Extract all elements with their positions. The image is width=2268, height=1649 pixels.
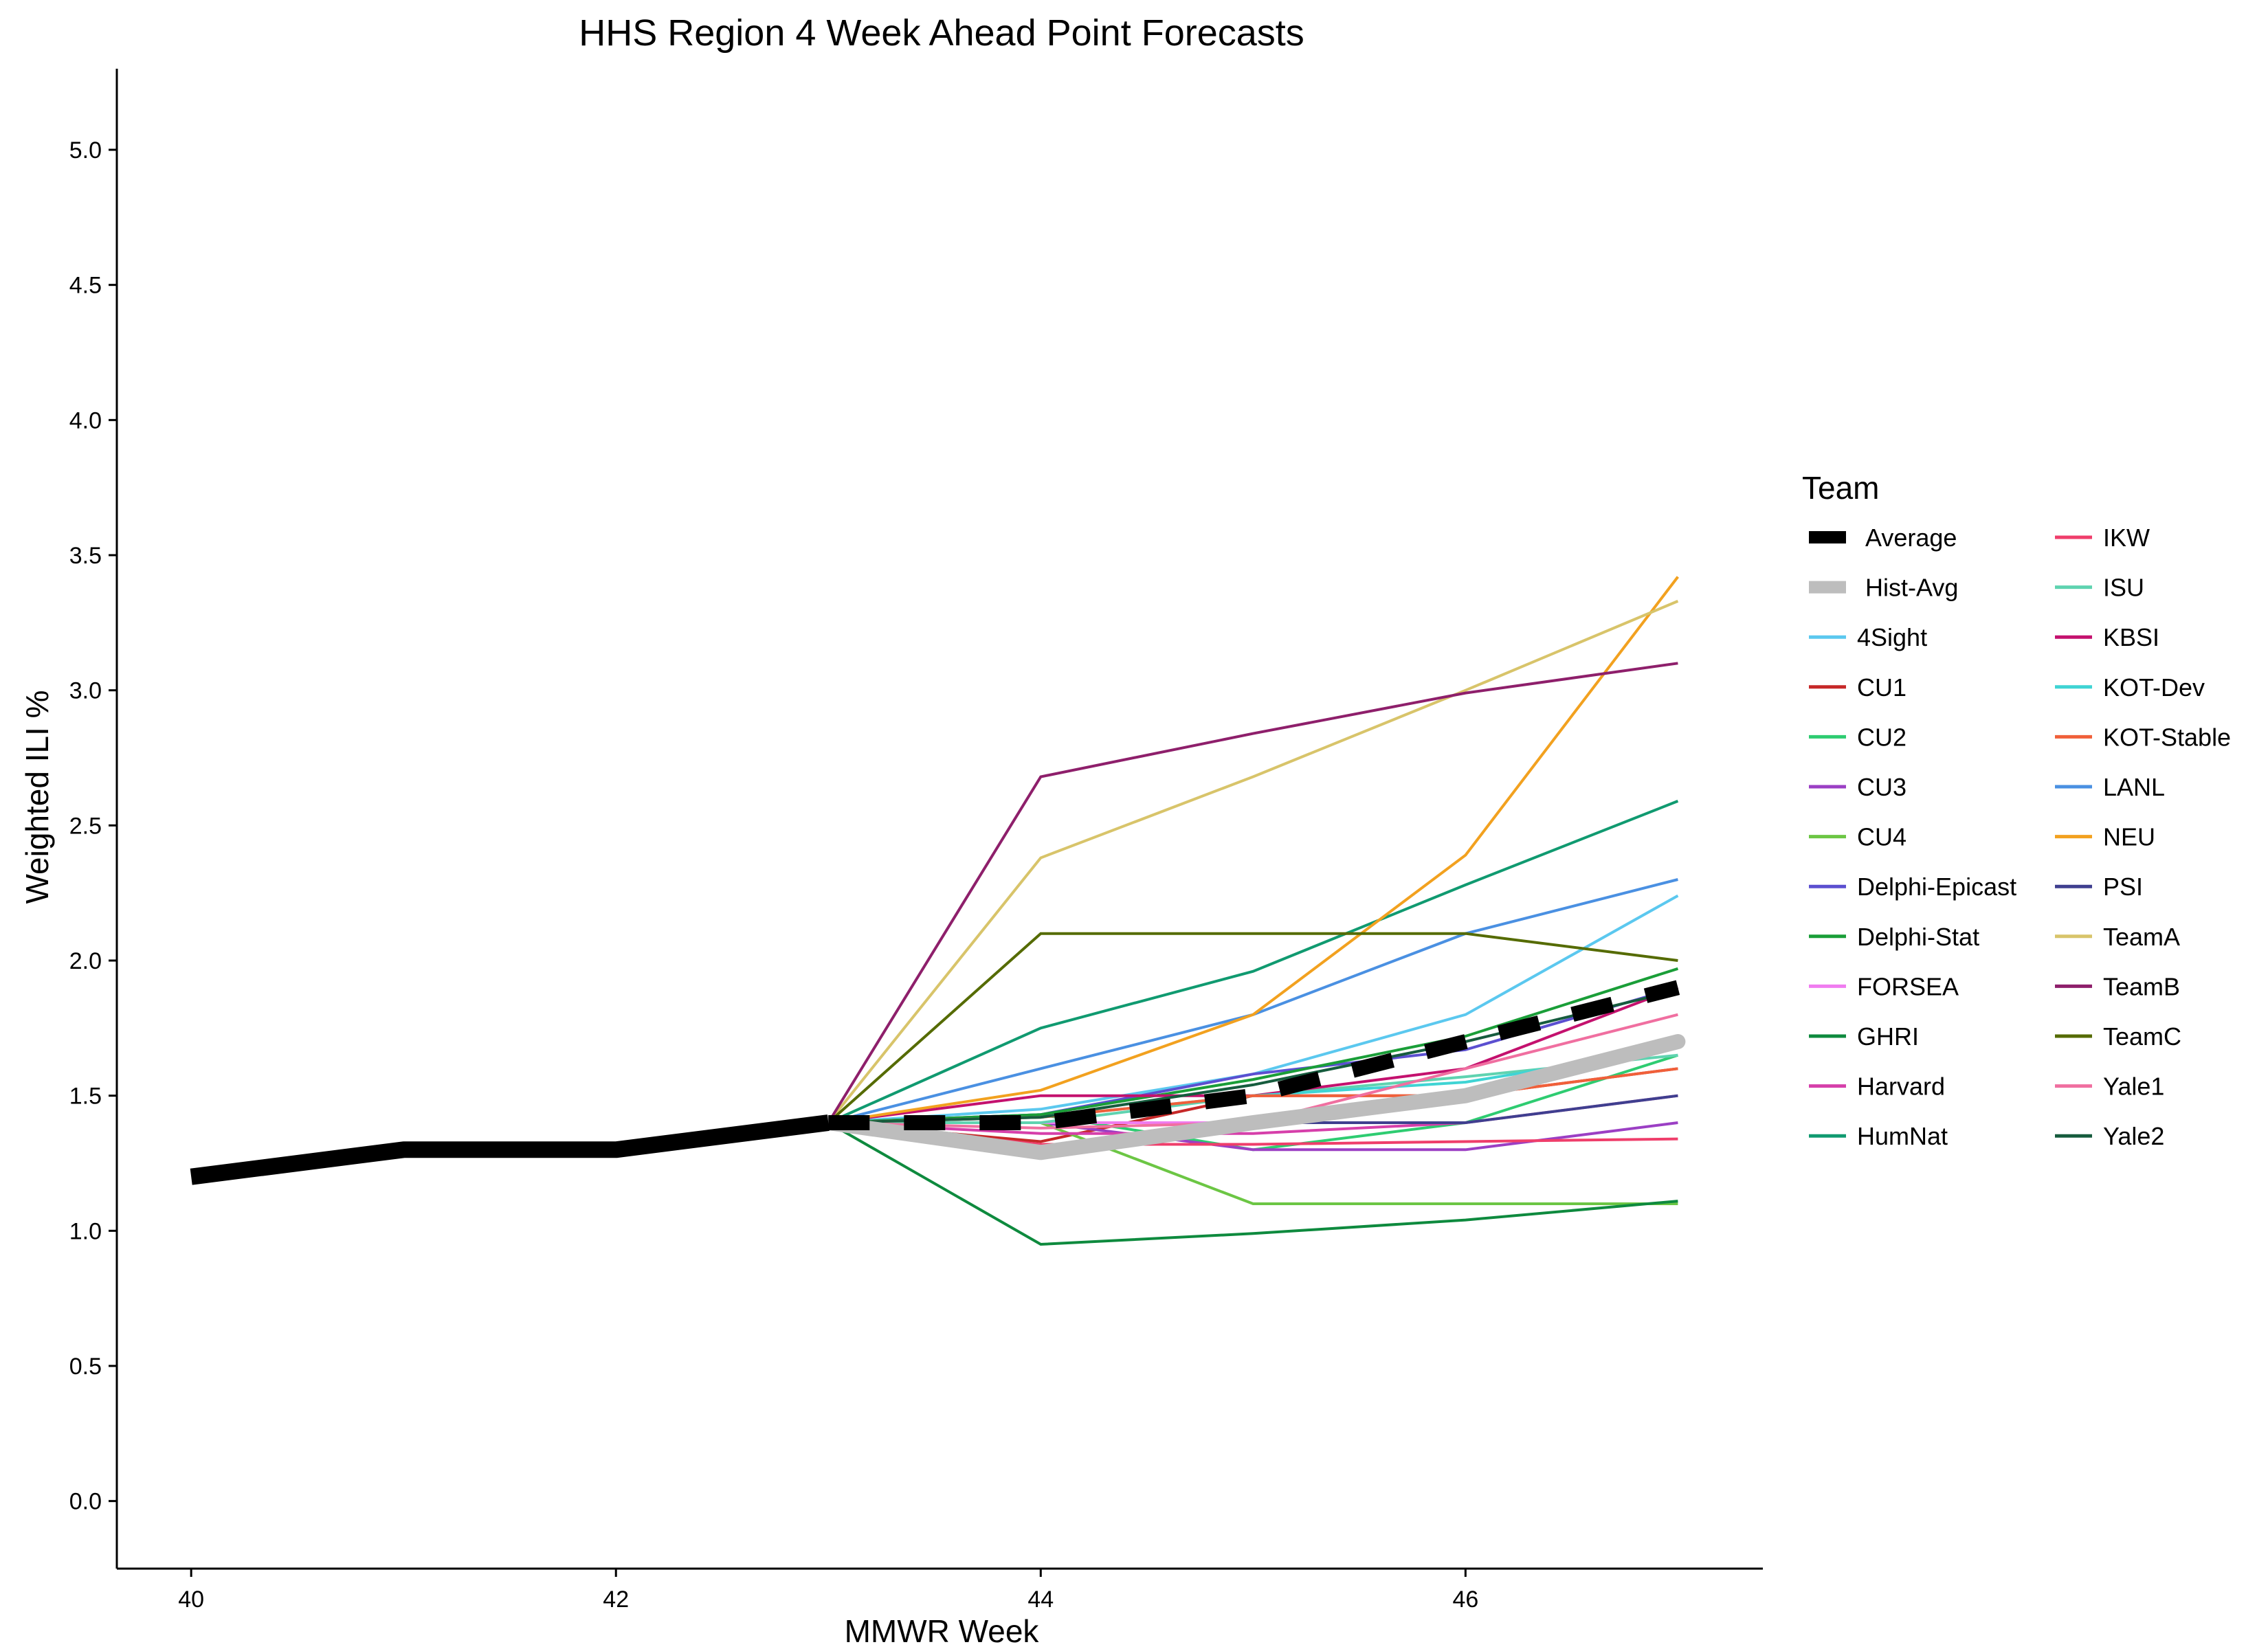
y-tick-label: 1.0	[69, 1218, 102, 1244]
legend-label-cu2: CU2	[1857, 723, 1906, 751]
legend-item-delphi-stat: Delphi-Stat	[1809, 923, 1979, 951]
legend-label-teamb: TeamB	[2103, 972, 2180, 1000]
legend-item-ikw: IKW	[2055, 524, 2150, 552]
legend-item-cu1: CU1	[1809, 673, 1906, 702]
legend-label-kot-stable: KOT-Stable	[2103, 723, 2231, 751]
series-line-neu	[827, 576, 1679, 1124]
legend-item-hist-avg: Hist-Avg	[1809, 574, 1958, 602]
legend-item-teamc: TeamC	[2055, 1022, 2181, 1051]
series-line-delphi-stat	[828, 967, 1679, 1124]
legend-label-neu: NEU	[2103, 823, 2155, 851]
x-axis-ticks: 40 42 44 46	[178, 1569, 1478, 1613]
y-tick-label: 1.5	[69, 1084, 102, 1110]
legend-item-cu4: CU4	[1809, 823, 1906, 851]
x-tick-label: 44	[1027, 1586, 1054, 1613]
legend-item-humnat: HumNat	[1809, 1122, 1948, 1150]
legend-item-teamb: TeamB	[2055, 972, 2180, 1000]
y-tick-label: 3.0	[69, 678, 102, 704]
legend-label-isu: ISU	[2103, 574, 2144, 602]
legend: Team Average Hist-Avg 4Sight CU1 CU2 CU3 CU4 De…	[1802, 470, 2231, 1150]
legend-item-cu3: CU3	[1809, 773, 1906, 801]
legend-label-cu3: CU3	[1857, 773, 1906, 801]
legend-item-forsea: FORSEA	[1809, 972, 1959, 1000]
legend-item-lanl: LANL	[2055, 773, 2165, 801]
y-tick-label: 2.0	[69, 948, 102, 974]
observed-ili-line	[190, 1114, 830, 1185]
series-line-humnat	[827, 800, 1679, 1124]
legend-item-kot-dev: KOT-Dev	[2055, 673, 2205, 702]
x-tick-label: 46	[1452, 1586, 1478, 1613]
legend-label-yale1: Yale1	[2103, 1073, 2164, 1101]
legend-item-yale2: Yale2	[2055, 1122, 2164, 1150]
y-tick-label: 3.5	[69, 543, 102, 569]
legend-item-average: Average	[1809, 524, 1957, 552]
plot-area: 0.0 0.5 1.0 1.5 2.0 2.5 3.0 3.5 4.0 4.5 5.0 40 42 44…	[69, 69, 1763, 1613]
legend-label-harvard: Harvard	[1857, 1073, 1945, 1101]
legend-title: Team	[1802, 470, 1879, 506]
series-line-ghri	[827, 1121, 1678, 1246]
legend-item-kot-stable: KOT-Stable	[2055, 723, 2231, 751]
y-tick-label: 5.0	[69, 137, 102, 164]
legend-item-delphi-epicast: Delphi-Epicast	[1809, 873, 2016, 901]
y-tick-label: 0.5	[69, 1354, 102, 1380]
legend-label-hist-avg: Hist-Avg	[1865, 574, 1958, 602]
legend-item-4sight: 4Sight	[1809, 623, 1927, 651]
series-line-teama	[827, 600, 1679, 1124]
legend-label-delphi-stat: Delphi-Stat	[1857, 923, 1979, 951]
y-axis-title: Weighted ILI %	[19, 690, 55, 904]
y-tick-label: 4.0	[69, 407, 102, 434]
y-tick-label: 2.5	[69, 813, 102, 839]
series-line-average	[828, 980, 1680, 1130]
y-axis-ticks: 0.0 0.5 1.0 1.5 2.0 2.5 3.0 3.5 4.0 4.5 5.0	[69, 137, 117, 1515]
legend-label-4sight: 4Sight	[1857, 623, 1927, 651]
legend-label-lanl: LANL	[2103, 773, 2165, 801]
legend-item-ghri: GHRI	[1809, 1022, 1919, 1051]
series-lines	[190, 576, 1686, 1246]
legend-label-ikw: IKW	[2103, 524, 2150, 552]
legend-label-cu1: CU1	[1857, 673, 1906, 702]
legend-label-kot-dev: KOT-Dev	[2103, 673, 2205, 702]
y-tick-label: 4.5	[69, 273, 102, 299]
legend-label-humnat: HumNat	[1857, 1122, 1948, 1150]
legend-item-neu: NEU	[2055, 823, 2155, 851]
series-line-teamb	[827, 662, 1678, 1124]
legend-item-psi: PSI	[2055, 873, 2143, 901]
legend-item-isu: ISU	[2055, 574, 2144, 602]
legend-label-delphi-epicast: Delphi-Epicast	[1857, 873, 2016, 901]
legend-item-kbsi: KBSI	[2055, 623, 2159, 651]
y-tick-label: 0.0	[69, 1489, 102, 1515]
legend-item-cu2: CU2	[1809, 723, 1906, 751]
legend-label-teamc: TeamC	[2103, 1022, 2181, 1051]
series-line-teamc	[827, 932, 1678, 1124]
legend-label-psi: PSI	[2103, 873, 2143, 901]
x-axis-title: MMWR Week	[845, 1613, 1040, 1649]
legend-label-cu4: CU4	[1857, 823, 1906, 851]
legend-label-ghri: GHRI	[1857, 1022, 1919, 1051]
legend-item-harvard: Harvard	[1809, 1073, 1945, 1101]
legend-label-yale2: Yale2	[2103, 1122, 2164, 1150]
legend-label-forsea: FORSEA	[1857, 972, 1959, 1000]
legend-item-yale1: Yale1	[2055, 1073, 2164, 1101]
legend-item-teama: TeamA	[2055, 923, 2180, 951]
legend-label-kbsi: KBSI	[2103, 623, 2159, 651]
legend-label-average: Average	[1865, 524, 1957, 552]
series-line-hist-avg	[821, 1034, 1686, 1160]
chart-title: HHS Region 4 Week Ahead Point Forecasts	[579, 12, 1304, 54]
x-tick-label: 40	[178, 1586, 204, 1613]
legend-items: Average Hist-Avg 4Sight CU1 CU2 CU3 CU4 Delphi-…	[1809, 524, 2231, 1150]
legend-label-teama: TeamA	[2103, 923, 2180, 951]
x-tick-label: 42	[603, 1586, 629, 1613]
